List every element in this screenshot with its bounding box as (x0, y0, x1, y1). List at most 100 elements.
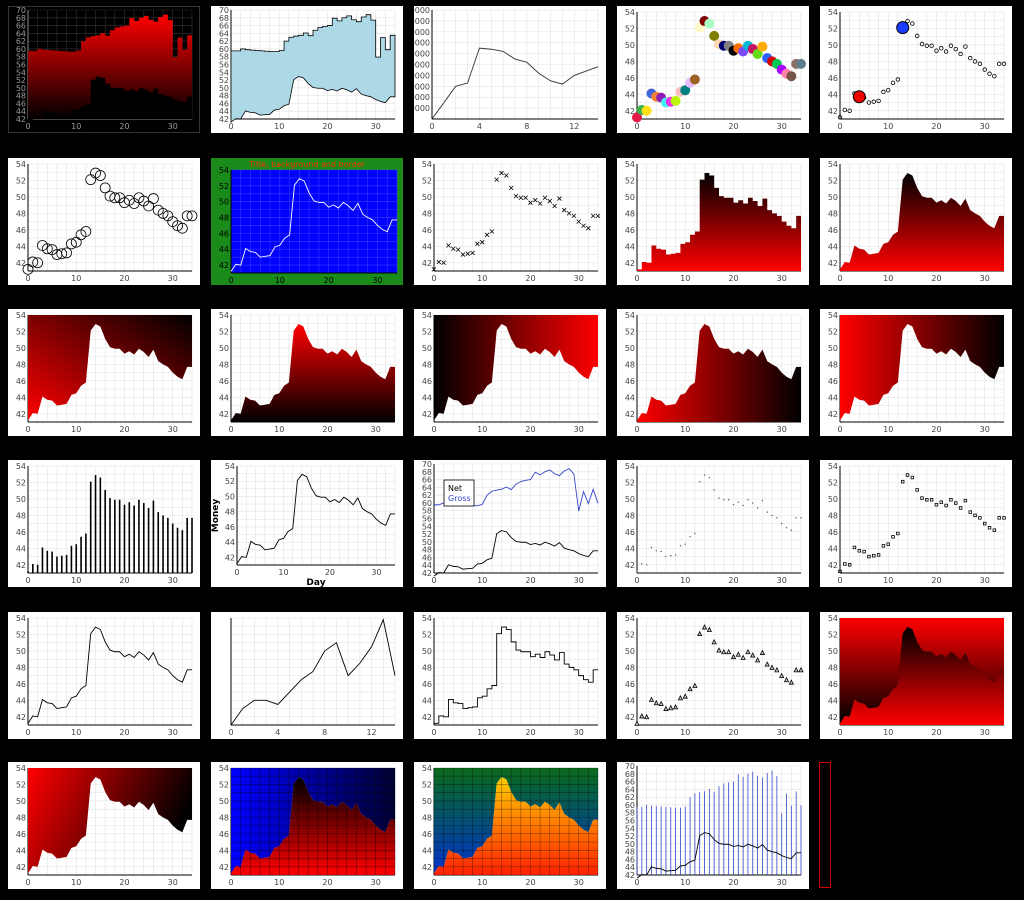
y-tick-label: 52 (828, 478, 838, 487)
data-point (939, 46, 944, 51)
data-point (648, 696, 655, 702)
chart-tile-29: 42 44 46 48 50 52 54 56 58 60 62 64 66 68 70 0 10 20 30 (617, 762, 809, 889)
y-tick-label: 52 (219, 182, 229, 191)
data-point (484, 232, 490, 238)
chart-svg: 42 44 46 48 50 52 54 0 10 20 30 (422, 614, 599, 737)
data-point (896, 531, 900, 536)
data-point (708, 476, 711, 479)
y-tick-label: 46 (16, 226, 26, 235)
data-point (867, 554, 871, 559)
data-point (590, 213, 596, 219)
data-point (987, 71, 992, 76)
data-point (735, 651, 741, 657)
x-tick-label: 12 (366, 728, 376, 737)
data-point (66, 238, 77, 250)
x-tick-label: 20 (119, 576, 129, 585)
data-point (881, 544, 886, 548)
data-point (561, 207, 567, 213)
x-tick-label: 30 (168, 274, 178, 283)
y-tick-label: 64 (16, 29, 26, 38)
x-tick-label: 10 (680, 274, 690, 283)
y-tick-label: 44 (625, 393, 635, 402)
y-tick-label: 42 (625, 561, 635, 570)
chart-tile-1: 42 44 46 48 50 52 54 56 58 60 62 64 66 68 70 0 10 20 30 (8, 6, 200, 133)
y-tick-label: 54 (422, 764, 432, 773)
y-tick-label: 42 (225, 553, 235, 562)
y-tick-label: 30000 (414, 82, 430, 91)
data-point (436, 259, 442, 265)
y-tick-label: 54 (219, 764, 229, 773)
x-tick-label: 30 (168, 728, 178, 737)
data-point (716, 647, 722, 653)
data-point (431, 267, 437, 272)
y-tick-label: 46 (625, 226, 635, 235)
x-tick-label: 10 (274, 425, 284, 434)
data-point (757, 41, 768, 52)
y-tick-label: 44 (625, 90, 635, 99)
bar (162, 515, 164, 573)
x-tick-label: 0 (228, 878, 233, 887)
data-point (672, 703, 679, 710)
data-point (793, 666, 799, 673)
data-point (701, 624, 708, 630)
data-point (752, 48, 763, 59)
x-tick-label: 20 (119, 274, 129, 283)
y-tick-label: 42 (219, 410, 229, 419)
chart-tile-10: 42 44 46 48 50 52 54 0 10 20 30 (820, 158, 1012, 285)
data-point (56, 248, 68, 260)
y-tick-label: 100000 (414, 6, 430, 15)
y-tick-label: 50 (625, 193, 635, 202)
x-tick-label: 30 (980, 274, 990, 283)
data-point (85, 174, 97, 186)
data-point (181, 210, 193, 222)
y-tick-label: 42 (16, 115, 26, 124)
x-tick-label: 20 (119, 728, 129, 737)
y-tick-label: 44 (219, 245, 229, 254)
data-point (451, 246, 456, 252)
x-tick-label: 0 (837, 728, 842, 737)
data-point (992, 528, 997, 532)
series-area-bottom (434, 777, 598, 875)
x-tick-label: 30 (777, 122, 787, 131)
data-point (441, 260, 446, 266)
data-point (949, 498, 953, 502)
y-tick-label: 42 (16, 561, 26, 570)
x-tick-label: 0 (228, 728, 233, 737)
y-tick-label: 62 (422, 491, 432, 500)
x-tick-label: 10 (278, 568, 288, 577)
bar (181, 530, 184, 573)
y-tick-label: 42 (422, 259, 432, 268)
bar (32, 563, 34, 573)
x-tick-label: 10 (477, 425, 487, 434)
y-tick-label: 46 (625, 74, 635, 83)
y-tick-label: 56 (422, 515, 432, 524)
bar (36, 564, 39, 573)
x-tick-label: 30 (574, 576, 584, 585)
x-tick-label: 20 (525, 728, 535, 737)
y-tick-label: 66 (422, 476, 432, 485)
series-area (840, 173, 1004, 271)
y-tick-label: 46 (16, 680, 26, 689)
y-tick-label: 50 (16, 84, 26, 93)
y-tick-label: 52 (16, 780, 26, 789)
bar (41, 547, 44, 573)
y-tick-label: 54 (16, 764, 26, 773)
chart-tile-12: 42 44 46 48 50 52 54 0 10 20 30 (211, 309, 403, 436)
data-point (798, 666, 804, 673)
y-tick-label: 48 (422, 209, 432, 218)
series-line (230, 618, 396, 726)
x-tick-label: 10 (71, 728, 81, 737)
x-tick-label: 30 (980, 576, 990, 585)
bar (176, 527, 179, 573)
data-point (781, 522, 783, 525)
y-tick-label: 46 (625, 377, 635, 386)
x-tick-label: 30 (574, 274, 584, 283)
data-point (537, 201, 543, 206)
y-tick-label: 80000 (414, 28, 430, 37)
y-tick-label: 54 (828, 8, 838, 17)
data-point (460, 252, 466, 257)
data-point (771, 514, 773, 517)
legend-item-gross: Gross (448, 494, 471, 503)
chart-tile-21: 42 44 46 48 50 52 54 0 10 20 30 (8, 612, 200, 739)
data-point (910, 21, 915, 26)
